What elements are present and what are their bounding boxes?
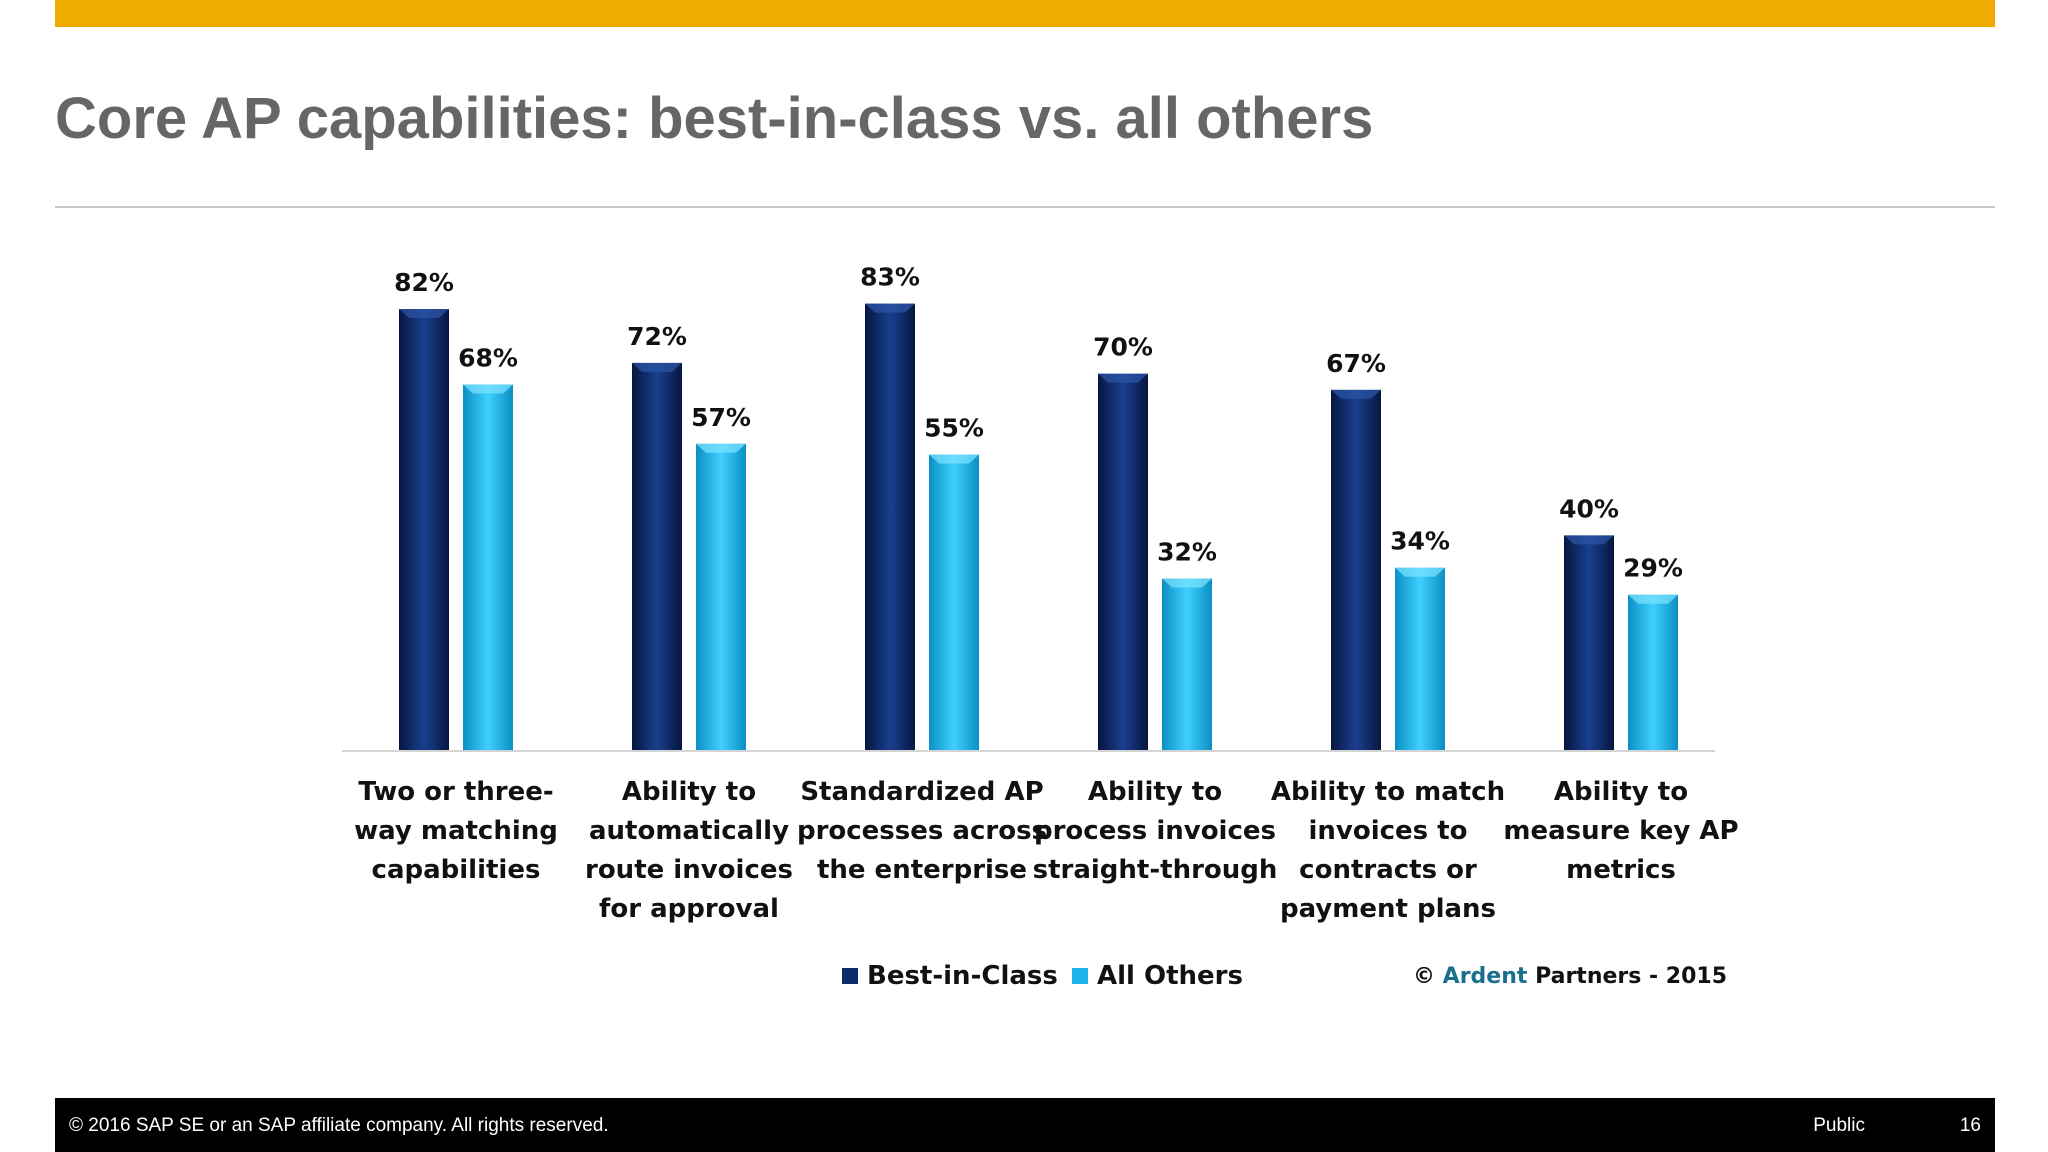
- legend-swatch-best-in-class: [842, 968, 858, 984]
- footer-copyright: © 2016 SAP SE or an SAP affiliate compan…: [69, 1115, 609, 1136]
- bar-all-others-5: [1628, 594, 1678, 751]
- data-label-1-2: 55%: [924, 414, 984, 443]
- category-label-2-line-0: Standardized AP: [800, 777, 1043, 807]
- bar-best-in-class-5: [1564, 535, 1614, 751]
- data-label-0-2: 83%: [860, 263, 920, 292]
- bar-cap-0-3: [1098, 373, 1148, 383]
- source-credit: © Ardent Partners - 2015: [1413, 964, 1727, 989]
- source-copyright-symbol: ©: [1413, 964, 1435, 989]
- bar-cap-1-2: [929, 454, 979, 464]
- data-label-0-1: 72%: [627, 322, 687, 351]
- title-divider: [55, 206, 1995, 208]
- bar-cap-0-5: [1564, 535, 1614, 545]
- category-label-3-line-0: Ability to: [1088, 777, 1222, 807]
- category-label-4-line-3: payment plans: [1280, 894, 1496, 924]
- bar-best-in-class-1: [632, 362, 682, 751]
- legend-label-all-others: All Others: [1097, 961, 1243, 991]
- source-rest: Partners - 2015: [1535, 964, 1727, 989]
- bar-best-in-class-2: [865, 303, 915, 751]
- category-label-0-line-2: capabilities: [372, 855, 541, 885]
- category-label-5-line-0: Ability to: [1554, 777, 1688, 807]
- bar-best-in-class-3: [1098, 373, 1148, 751]
- data-label-1-1: 57%: [691, 403, 751, 432]
- category-label-0-line-0: Two or three-: [358, 777, 553, 807]
- category-label-5-line-2: metrics: [1566, 855, 1676, 885]
- bar-cap-1-0: [463, 384, 513, 394]
- footer-page-number: 16: [1959, 1115, 1981, 1136]
- legend-swatch-all-others: [1072, 968, 1088, 984]
- bar-best-in-class-0: [399, 309, 449, 751]
- bar-chart: 82% 68% 72% 57% 83% 55% 70% 32% 67% 34% 40% 29% Two…: [342, 263, 1739, 991]
- bar-cap-1-3: [1162, 578, 1212, 588]
- bar-cap-1-1: [696, 443, 746, 453]
- slide-title: Core AP capabilities: best-in-class vs. …: [55, 86, 1374, 151]
- data-label-1-0: 68%: [458, 343, 518, 372]
- category-label-1-line-2: route invoices: [585, 855, 793, 885]
- footer-classification: Public: [1813, 1115, 1865, 1136]
- data-label-0-3: 70%: [1093, 333, 1153, 362]
- category-label-4-line-1: invoices to: [1308, 816, 1467, 846]
- data-label-0-4: 67%: [1326, 349, 1386, 378]
- category-labels: Two or three-way matching capabilities Abi…: [354, 777, 1738, 924]
- bar-cap-0-2: [865, 303, 915, 313]
- category-label-1-line-0: Ability to: [622, 777, 756, 807]
- bar-all-others-4: [1395, 567, 1445, 751]
- legend: Best-in-Class All Others: [842, 961, 1243, 991]
- category-label-3-line-1: process invoices: [1034, 816, 1276, 846]
- data-label-0-0: 82%: [394, 268, 454, 297]
- category-label-5-line-1: measure key AP: [1503, 816, 1738, 846]
- bar-cap-1-4: [1395, 567, 1445, 577]
- top-accent-bar: [55, 0, 1995, 27]
- category-label-4-line-0: Ability to match: [1271, 777, 1505, 807]
- bar-cap-1-5: [1628, 594, 1678, 604]
- category-label-1-line-1: automatically: [589, 816, 789, 846]
- bar-all-others-0: [463, 384, 513, 751]
- category-label-2-line-2: the enterprise: [817, 855, 1027, 885]
- bar-all-others-1: [696, 443, 746, 751]
- source-brand: Ardent: [1443, 964, 1528, 989]
- category-label-1-line-3: for approval: [599, 894, 779, 924]
- bar-best-in-class-4: [1331, 389, 1381, 751]
- data-label-1-5: 29%: [1623, 554, 1683, 583]
- category-label-3-line-2: straight-through: [1033, 855, 1278, 885]
- bar-cap-0-1: [632, 362, 682, 372]
- category-label-2-line-1: processes across: [797, 816, 1047, 846]
- data-label-1-3: 32%: [1157, 538, 1217, 567]
- bar-cap-0-0: [399, 309, 449, 319]
- bar-all-others-3: [1162, 578, 1212, 751]
- data-label-1-4: 34%: [1390, 527, 1450, 556]
- bar-cap-0-4: [1331, 389, 1381, 399]
- category-label-0-line-1: way matching: [354, 816, 558, 846]
- legend-label-best-in-class: Best-in-Class: [867, 961, 1058, 991]
- category-label-4-line-2: contracts or: [1299, 855, 1477, 885]
- footer-bar: © 2016 SAP SE or an SAP affiliate compan…: [55, 1098, 1995, 1152]
- data-label-0-5: 40%: [1559, 494, 1619, 523]
- bars-layer: 82% 68% 72% 57% 83% 55% 70% 32% 67% 34% 40% 29%: [394, 263, 1683, 751]
- bar-all-others-2: [929, 454, 979, 751]
